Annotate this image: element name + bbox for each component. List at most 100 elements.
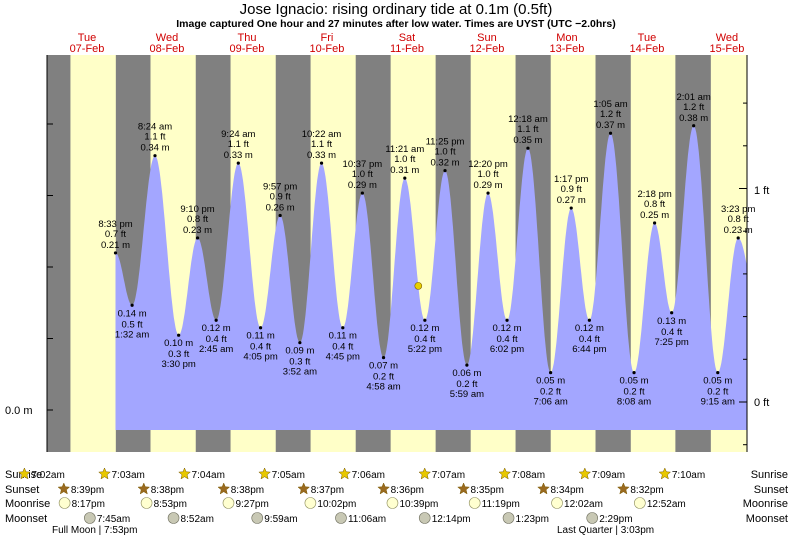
low-tide-feet: 0.3 ft <box>168 349 189 360</box>
moonrise-icon <box>386 497 399 509</box>
sunrise-icon <box>178 467 191 480</box>
moonset-icon <box>84 512 96 524</box>
low-tide-point <box>298 341 302 345</box>
moonrise-icon <box>140 497 153 509</box>
low-tide-time: 2:45 am <box>199 344 233 355</box>
moonset-icon <box>502 512 515 524</box>
right-axis-one-ft-label: 1 ft <box>754 185 769 197</box>
sunrise-icon <box>418 467 432 480</box>
low-tide-meters: 0.12 m <box>575 323 604 334</box>
moonset-time: 12:14pm <box>432 514 471 525</box>
low-tide-feet: 0.4 ft <box>250 342 271 353</box>
sunrise-icon <box>18 467 31 480</box>
sunset-icon <box>217 482 231 495</box>
high-tide-time: 8:24 am <box>138 122 172 133</box>
sunset-icon <box>57 482 71 495</box>
high-tide-feet: 0.9 ft <box>561 184 582 195</box>
low-tide-feet: 0.4 ft <box>206 334 227 345</box>
sunrise-icon <box>338 467 351 480</box>
high-tide-point <box>113 251 118 255</box>
high-tide-meters: 0.29 m <box>474 180 503 191</box>
low-tide-point <box>341 326 345 330</box>
moonrise-icon <box>58 497 71 509</box>
astronomy-rows: SunriseSunriseSunsetSunsetMoonriseMoonri… <box>5 467 788 536</box>
sunset-time: 8:35pm <box>471 485 504 496</box>
high-tide-feet: 1.1 ft <box>311 139 332 150</box>
low-tide-meters: 0.05 m <box>703 376 732 387</box>
low-tide-point <box>670 311 674 315</box>
tide-area <box>115 125 748 431</box>
high-tide-point <box>569 206 573 210</box>
sunrise-icon <box>658 467 672 480</box>
low-tide-meters: 0.12 m <box>410 323 439 334</box>
high-tide-meters: 0.27 m <box>557 195 586 206</box>
sunset-time: 8:38pm <box>151 485 184 496</box>
sunrise-time: 7:05am <box>272 470 305 481</box>
sunrise-icon <box>498 467 512 480</box>
low-tide-time: 6:44 pm <box>572 344 606 355</box>
low-tide-time: 5:59 am <box>450 389 484 400</box>
tide-labels: 8:33 pm0.7 ft0.21 m 0.14 m0.5 ft1:32 am 8:… <box>98 92 755 408</box>
moon-phase-last-quarter: Last Quarter | 3:03pm <box>557 525 654 536</box>
row-label-sunset-left: Sunset <box>5 484 39 496</box>
high-tide-meters: 0.25 m <box>640 210 669 221</box>
low-tide-feet: 0.5 ft <box>122 319 143 330</box>
sunset-time: 8:38pm <box>231 485 264 496</box>
sunrise-icon <box>98 467 111 480</box>
high-tide-feet: 1.2 ft <box>600 109 621 120</box>
low-tide-meters: 0.12 m <box>202 323 231 334</box>
low-tide-feet: 0.4 ft <box>332 342 353 353</box>
sunrise-time: 7:06am <box>352 470 385 481</box>
low-tide-meters: 0.05 m <box>536 376 565 387</box>
high-tide-feet: 1.1 ft <box>228 139 249 150</box>
row-label-sunset-right: Sunset <box>754 484 788 496</box>
low-tide-point <box>716 371 720 375</box>
low-tide-feet: 0.4 ft <box>661 327 682 338</box>
row-label-moonset-right: Moonset <box>746 513 788 525</box>
sunrise-time: 7:07am <box>432 470 465 481</box>
high-tide-meters: 0.31 m <box>390 165 419 176</box>
sunset-icon <box>377 482 390 495</box>
high-tide-time: 12:20 pm <box>468 159 508 170</box>
day-label-date: 15-Feb <box>710 43 745 55</box>
high-tide-point <box>153 154 157 158</box>
sunset-icon <box>137 482 151 495</box>
high-tide-time: 11:21 am <box>385 144 424 155</box>
sunrise-time: 7:10am <box>672 470 705 481</box>
high-tide-feet: 1.0 ft <box>477 169 498 180</box>
moonrise-time: 12:02am <box>564 499 603 510</box>
high-tide-feet: 1.2 ft <box>683 102 704 113</box>
low-tide-point <box>214 318 218 322</box>
day-label-weekday: Wed <box>716 32 738 44</box>
moonrise-icon <box>304 497 317 509</box>
sunset-icon <box>617 482 630 495</box>
sunset-time: 8:36pm <box>391 485 424 496</box>
high-tide-meters: 0.33 m <box>224 150 253 161</box>
high-tide-point <box>443 169 447 173</box>
sunrise-time: 7:08am <box>512 470 545 481</box>
low-tide-meters: 0.13 m <box>657 316 686 327</box>
low-tide-point <box>177 333 181 337</box>
moonrise-time: 11:19pm <box>482 499 520 510</box>
high-tide-time: 12:18 am <box>508 114 548 125</box>
low-tide-point <box>587 318 591 322</box>
high-tide-time: 8:33 pm <box>98 219 132 230</box>
sunset-time: 8:37pm <box>311 485 344 496</box>
sunrise-time: 7:03am <box>111 470 144 481</box>
high-tide-time: 11:25 pm <box>426 137 465 148</box>
high-tide-time: 1:17 pm <box>554 174 588 185</box>
high-tide-feet: 1.0 ft <box>394 154 415 165</box>
high-tide-time: 9:10 pm <box>180 204 214 215</box>
moon-phase-full: Full Moon | 7:53pm <box>52 525 137 536</box>
moonset-time: 1:23pm <box>516 514 549 525</box>
high-tide-point <box>195 236 200 240</box>
high-tide-feet: 0.9 ft <box>270 192 291 203</box>
tide-curve <box>115 125 748 431</box>
high-tide-feet: 1.0 ft <box>434 147 455 158</box>
low-tide-time: 9:15 am <box>701 397 735 408</box>
high-tide-feet: 0.8 ft <box>728 214 749 225</box>
low-tide-point <box>381 356 386 360</box>
moonset-icon <box>251 512 264 524</box>
high-tide-time: 3:23 pm <box>721 204 755 215</box>
day-label-date: 07-Feb <box>70 43 105 55</box>
